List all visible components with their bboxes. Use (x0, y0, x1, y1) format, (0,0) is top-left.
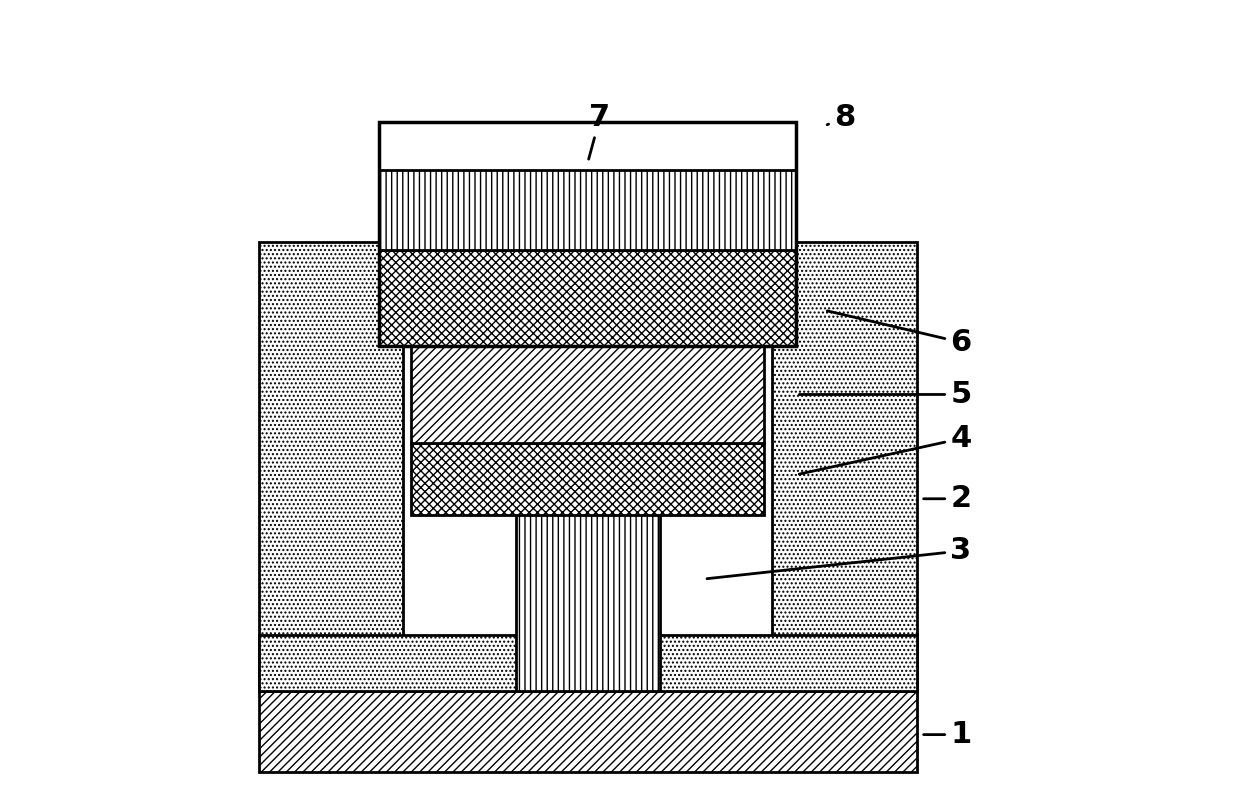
Bar (379, 250, 796, 346)
Bar (379, 122, 796, 346)
Text: 1: 1 (924, 720, 972, 749)
Bar (259, 635, 916, 691)
Text: 2: 2 (924, 485, 971, 514)
Bar (516, 451, 660, 691)
Bar (773, 242, 916, 691)
Bar (412, 314, 764, 443)
Bar (412, 443, 764, 515)
Text: 3: 3 (707, 536, 971, 579)
Text: 8: 8 (827, 103, 856, 132)
Bar (259, 242, 403, 691)
Bar (379, 170, 796, 250)
Text: 6: 6 (827, 311, 972, 357)
Text: 4: 4 (800, 424, 972, 474)
Bar (259, 691, 916, 771)
Text: 7: 7 (589, 103, 610, 159)
Text: 5: 5 (800, 380, 972, 409)
